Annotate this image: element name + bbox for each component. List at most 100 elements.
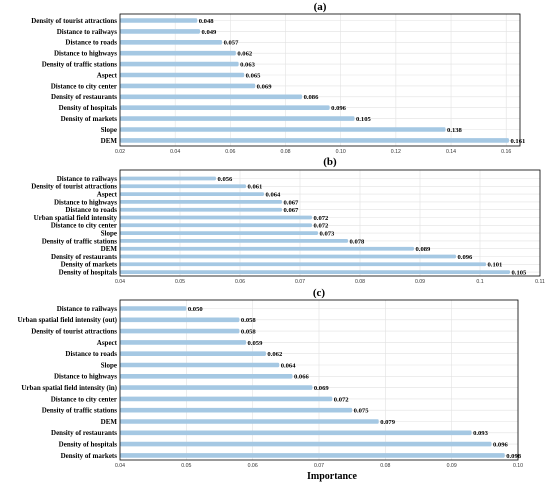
category-label: Density of tourist attractions: [31, 183, 117, 191]
bar: [120, 246, 414, 251]
bar: [120, 374, 293, 379]
value-label: 0.064: [266, 192, 282, 199]
tick-label: 0.10: [513, 463, 523, 469]
tick-label: 0.05: [181, 463, 191, 469]
category-label: Aspect: [97, 191, 118, 199]
value-label: 0.079: [380, 419, 396, 426]
bar: [120, 94, 303, 100]
bar: [120, 200, 282, 204]
plot-frame: [119, 13, 521, 147]
category-label: Aspect: [97, 339, 118, 347]
bar: [120, 105, 330, 110]
category-label: Density of traffic stations: [42, 237, 118, 245]
value-label: 0.050: [188, 306, 204, 313]
x-axis-label: Importance: [307, 471, 358, 482]
tick-label: 0.1: [476, 279, 483, 285]
chart-panel-b: 0.04 0.05 0.06 0.07 0.08 0.09 0.1 0.11 Distance …: [31, 156, 545, 285]
tick-label: 0.09: [415, 279, 425, 285]
bar: [120, 116, 355, 121]
value-label: 0.073: [320, 231, 336, 238]
tick-label: 0.12: [391, 149, 401, 155]
category-label: Distance to highways: [54, 198, 117, 206]
bar: [120, 176, 216, 181]
category-label: Distance to railways: [57, 175, 118, 183]
value-label: 0.067: [284, 199, 300, 206]
category-label: Density of markets: [61, 261, 118, 269]
bar: [120, 317, 240, 323]
value-label: 0.065: [246, 72, 262, 79]
value-label: 0.086: [304, 94, 320, 101]
category-label: Distance to railways: [57, 28, 118, 36]
value-label: 0.059: [248, 340, 264, 347]
bar: [120, 207, 282, 212]
category-label: Density of traffic stations: [42, 407, 118, 415]
value-label: 0.096: [458, 254, 474, 261]
bar: [120, 83, 256, 89]
category-label: Distance to roads: [65, 350, 117, 358]
bar: [120, 441, 492, 447]
tick-label: 0.11: [535, 279, 545, 285]
value-label: 0.058: [241, 317, 257, 324]
bar: [120, 50, 236, 56]
category-label: Aspect: [97, 71, 118, 79]
value-label: 0.063: [240, 62, 256, 69]
plot-frame: [119, 299, 519, 461]
tick-label: 0.14: [446, 149, 456, 155]
tick-label: 0.06: [225, 149, 235, 155]
chart-title: (c): [313, 287, 326, 299]
category-label: Density of restaurants: [51, 429, 117, 437]
bar: [120, 192, 264, 196]
category-label: Density of tourist attractions: [31, 328, 117, 336]
category-label: Distance to roads: [65, 206, 117, 214]
value-label: 0.096: [493, 442, 509, 449]
value-label: 0.069: [257, 83, 273, 90]
value-label: 0.096: [331, 105, 347, 112]
bar: [120, 453, 505, 458]
category-label: DEM: [101, 137, 118, 145]
value-label: 0.056: [218, 176, 234, 183]
category-label: Density of markets: [61, 115, 118, 123]
bar: [120, 231, 318, 235]
bar: [120, 270, 510, 274]
value-label: 0.093: [473, 430, 489, 437]
chart-title: (a): [314, 1, 327, 13]
tick-label: 0.07: [314, 463, 324, 469]
bar: [120, 430, 472, 436]
category-label: Distance to highways: [54, 50, 117, 58]
bar: [120, 72, 245, 78]
tick-label: 0.04: [170, 149, 180, 155]
tick-label: 0.16: [501, 149, 511, 155]
category-label: Slope: [101, 361, 117, 369]
bar: [120, 223, 312, 228]
plot-frame: [119, 169, 541, 277]
category-label: Urban spatial field intensity (out): [17, 316, 117, 324]
category-label: DEM: [101, 418, 118, 426]
value-label: 0.049: [202, 29, 218, 36]
value-label: 0.062: [267, 351, 283, 358]
value-label: 0.067: [284, 207, 300, 214]
value-label: 0.075: [354, 408, 370, 415]
value-label: 0.101: [488, 262, 503, 269]
tick-label: 0.09: [447, 463, 457, 469]
value-label: 0.098: [506, 453, 522, 460]
bar: [120, 40, 223, 45]
value-label: 0.064: [281, 362, 297, 369]
category-label: Distance to railways: [57, 305, 118, 313]
tick-label: 0.06: [235, 279, 245, 285]
value-label: 0.048: [199, 18, 215, 25]
bar: [120, 61, 239, 67]
bar: [120, 184, 246, 189]
tick-label: 0.04: [115, 279, 125, 285]
bar: [120, 407, 353, 413]
bar: [120, 127, 446, 132]
bar: [120, 306, 187, 311]
value-label: 0.105: [356, 116, 372, 123]
bar: [120, 328, 240, 334]
category-label: Density of hospitals: [59, 269, 118, 277]
value-label: 0.105: [512, 270, 528, 277]
value-label: 0.072: [314, 223, 330, 230]
value-label: 0.058: [241, 329, 257, 336]
value-label: 0.061: [248, 184, 263, 191]
category-label: Density of traffic stations: [42, 61, 118, 69]
